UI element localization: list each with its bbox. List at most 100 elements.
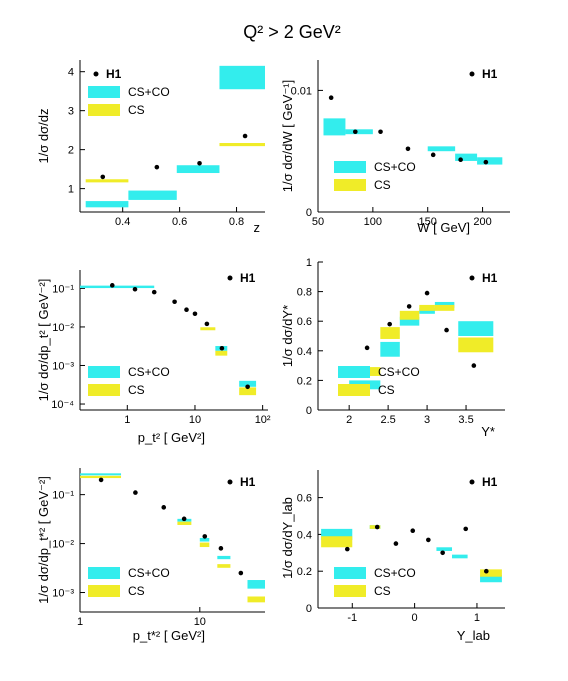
x-tick-label: 10 [194, 616, 206, 628]
h1-point [393, 541, 399, 546]
cs-co-band [455, 153, 478, 161]
y-axis-label: 1/σ dσ/dz [36, 108, 51, 163]
h1-point [444, 327, 449, 333]
legend-cs-swatch [88, 384, 120, 396]
x-axis-label: p_t*² [ GeV²] [133, 628, 205, 643]
chart-ystar: 2 2.5 3 3.5 0 0.2 0.4 0.6 0.8 1 Y* 1/σ dσ/dY* H1 CS+C… [280, 257, 505, 439]
legend-cs-swatch [88, 585, 120, 597]
y-tick-label: 3 [68, 106, 74, 118]
h1-point [364, 345, 370, 351]
h1-point [471, 363, 477, 368]
cs-band [321, 536, 353, 548]
h1-point [109, 283, 115, 288]
cs-co-band [176, 165, 220, 174]
y-tick-label: 2 [68, 145, 74, 157]
cs-co-band [217, 555, 231, 560]
h1-point [374, 524, 380, 530]
legend-cs-co-label: CS+CO [128, 365, 170, 379]
cs-co-band [219, 65, 265, 90]
legend-h1-marker [469, 479, 475, 485]
h1-point [204, 321, 210, 327]
cs-band [380, 327, 400, 339]
y-tick-label: 10⁻¹ [52, 283, 74, 295]
cs-co-band [399, 316, 420, 326]
chart-w: 50 100 150 200 0 0.01 W [ GeV] 1/σ dσ/dW [ GeV⁻… [280, 60, 510, 235]
x-tick-label: 0.8 [229, 216, 244, 228]
y-tick-label: 0.6 [297, 493, 312, 505]
legend-cs-label: CS [378, 383, 395, 397]
y-tick-label: 0.4 [297, 529, 312, 541]
x-tick-label: 10² [255, 414, 271, 426]
y-tick-label: 10⁻⁴ [51, 399, 74, 411]
y-tick-label: 10⁻³ [52, 588, 74, 600]
h1-point [387, 321, 392, 327]
h1-point [154, 164, 160, 170]
h1-point [98, 477, 104, 483]
legend-cs-swatch [334, 585, 366, 597]
legend: H1 CS+CO CS [334, 67, 498, 192]
y-axis-label: 1/σ dσ/dY* [280, 305, 295, 367]
cs-band [217, 564, 231, 568]
cs-band [215, 350, 228, 356]
legend-h1-label: H1 [482, 67, 498, 81]
x-tick-label: 1 [77, 616, 83, 628]
legend-cs-co-swatch [338, 366, 370, 378]
x-tick-label: 50 [312, 216, 324, 228]
y-tick-label: 0.8 [297, 287, 312, 299]
cs-band [219, 143, 265, 147]
cs-co-band [480, 574, 502, 583]
y-tick-label: 4 [68, 67, 74, 79]
x-tick-label: 150 [419, 216, 437, 228]
h1-point [242, 133, 248, 139]
legend-cs-co-swatch [88, 366, 120, 378]
cs-band [199, 542, 210, 548]
cs-co-band [427, 146, 456, 152]
h1-point [192, 311, 198, 317]
x-axis-label: W [ GeV] [417, 220, 470, 235]
legend-cs-label: CS [374, 178, 391, 192]
x-tick-label: 2 [346, 414, 352, 426]
legend-cs-co-label: CS+CO [374, 160, 416, 174]
x-tick-label: 1 [124, 414, 130, 426]
cs-band [399, 310, 420, 320]
legend-cs-label: CS [128, 383, 145, 397]
y-axis-label: 1/σ dσ/dW [ GeV⁻¹] [280, 80, 295, 193]
legend-cs-co-swatch [334, 567, 366, 579]
legend-h1-marker [227, 275, 233, 281]
cs-co-band [247, 580, 265, 589]
cs-co-band [80, 473, 122, 476]
legend-cs-co-label: CS+CO [128, 566, 170, 580]
cs-co-band [452, 554, 468, 559]
cs-co-band [85, 201, 129, 208]
h1-point [378, 129, 383, 135]
h1-point [458, 157, 463, 163]
cs-co-band [323, 118, 346, 136]
legend-cs-co-label: CS+CO [128, 85, 170, 99]
h1-point [426, 537, 431, 543]
cs-co-band [239, 380, 257, 387]
y-axis-label: 1/σ dσ/dp_t² [ GeV⁻²] [36, 279, 51, 402]
x-axis-label: Y* [481, 424, 495, 439]
cs-band [200, 327, 216, 331]
legend: H1 CS+CO CS [334, 475, 498, 598]
h1-point [151, 289, 157, 295]
legend: H1 CS+CO CS [338, 271, 498, 397]
y-tick-label: 10⁻³ [52, 360, 74, 372]
x-tick-label: 3.5 [458, 414, 473, 426]
legend-cs-co-label: CS+CO [374, 566, 416, 580]
h1-point [133, 490, 138, 495]
legend-cs-co-swatch [88, 86, 120, 98]
cs-band [80, 475, 122, 479]
cs-co-band [458, 321, 494, 336]
cs-co-band [199, 537, 210, 542]
y-tick-label: 10⁻¹ [52, 490, 74, 502]
x-axis-label: z [254, 220, 261, 235]
chart-z: 0.4 0.6 0.8 1 2 3 4 z 1/σ dσ/dz H1 CS+CO CS [36, 60, 265, 235]
y-tick-label: 0.2 [297, 375, 312, 387]
legend-h1-label: H1 [240, 475, 256, 489]
y-tick-label: 0 [306, 207, 312, 219]
cs-co-band [128, 190, 177, 200]
h1-point [197, 160, 202, 166]
y-tick-label: 1 [68, 184, 74, 196]
h1-point [245, 384, 250, 390]
